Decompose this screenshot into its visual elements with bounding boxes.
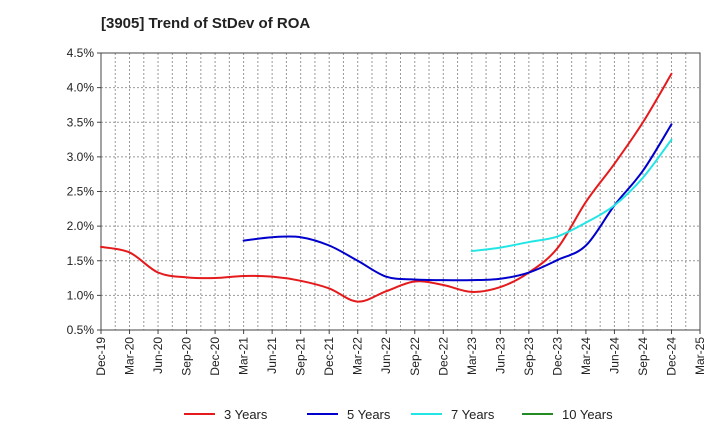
y-tick-label: 2.0%	[67, 219, 95, 233]
legend: 3 Years 5 Years 7 Years 10 Years	[184, 407, 613, 422]
x-tick-label: Mar-20	[123, 337, 137, 375]
series-layer	[100, 72, 673, 303]
x-tick-label: Mar-24	[579, 337, 593, 375]
y-axis: 0.5% 1.0% 1.5% 2.0% 2.5% 3.0% 3.5% 4.0% 4.5%	[67, 46, 101, 337]
legend-label: 7 Years	[451, 407, 495, 422]
x-tick-label: Jun-21	[265, 337, 279, 374]
legend-label: 10 Years	[562, 407, 613, 422]
y-tick-label: 0.5%	[67, 323, 95, 337]
x-tick-label: Dec-23	[550, 337, 564, 376]
series-line-3	[470, 138, 673, 253]
y-tick-label: 4.5%	[67, 46, 95, 60]
legend-label: 3 Years	[224, 407, 268, 422]
x-tick-label: Jun-22	[379, 337, 393, 374]
x-tick-label: Dec-20	[208, 337, 222, 376]
legend-label: 5 Years	[347, 407, 391, 422]
x-tick-label: Jun-20	[151, 337, 165, 374]
chart-title: [3905] Trend of StDev of ROA	[101, 15, 311, 32]
x-tick-label: Mar-23	[465, 337, 479, 375]
x-tick-label: Dec-19	[94, 337, 108, 376]
x-tick-label: Sep-21	[294, 337, 308, 376]
legend-item: 10 Years	[522, 407, 613, 422]
x-tick-label: Sep-24	[636, 337, 650, 376]
y-tick-label: 2.5%	[67, 185, 95, 199]
x-tick-label: Sep-23	[522, 337, 536, 376]
x-tick-label: Jun-24	[607, 337, 621, 374]
y-tick-label: 3.5%	[67, 115, 95, 129]
x-tick-label: Sep-22	[408, 337, 422, 376]
x-axis: Dec-19 Mar-20 Jun-20 Sep-20 Dec-20 Mar-21 Jun-…	[94, 330, 707, 376]
y-tick-label: 4.0%	[67, 81, 95, 95]
y-tick-label: 3.0%	[67, 150, 95, 164]
legend-item: 3 Years	[184, 407, 268, 422]
x-tick-label: Jun-23	[493, 337, 507, 374]
legend-item: 7 Years	[411, 407, 495, 422]
y-tick-label: 1.5%	[67, 254, 95, 268]
x-tick-label: Dec-22	[436, 337, 450, 376]
x-tick-label: Sep-20	[180, 337, 194, 376]
x-tick-label: Dec-24	[664, 337, 678, 376]
x-tick-label: Mar-21	[237, 337, 251, 375]
legend-item: 5 Years	[307, 407, 391, 422]
x-tick-label: Mar-22	[351, 337, 365, 375]
series-line-1	[100, 72, 673, 303]
x-tick-label: Dec-21	[322, 337, 336, 376]
y-tick-label: 1.0%	[67, 288, 95, 302]
grid-layer	[101, 53, 700, 330]
x-tick-label: Mar-25	[693, 337, 707, 375]
series-line-2	[242, 123, 673, 282]
